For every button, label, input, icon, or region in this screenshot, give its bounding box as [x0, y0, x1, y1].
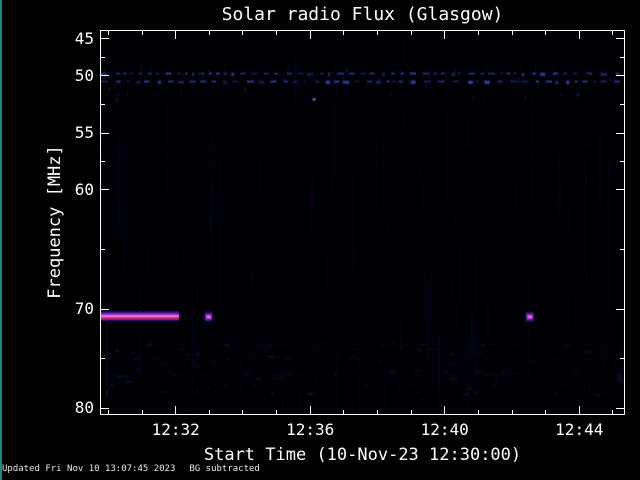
x-minor-tick	[612, 31, 614, 35]
y-major-tick	[616, 132, 624, 134]
x-minor-tick	[410, 31, 412, 35]
x-minor-tick	[410, 410, 412, 414]
y-axis-label: Frequency [MHz]	[45, 145, 65, 299]
y-minor-tick	[620, 249, 624, 251]
y-minor-tick	[620, 161, 624, 163]
x-minor-tick	[208, 31, 210, 35]
y-major-tick	[101, 407, 109, 409]
x-minor-tick	[107, 410, 109, 414]
plot-area	[100, 30, 625, 415]
x-minor-tick	[545, 410, 547, 414]
left-edge-artifact	[0, 0, 2, 480]
x-major-tick	[309, 406, 311, 414]
x-minor-tick	[276, 410, 278, 414]
y-minor-tick	[101, 358, 105, 360]
x-minor-tick	[242, 31, 244, 35]
x-tick-label: 12:44	[555, 420, 604, 439]
y-minor-tick	[101, 249, 105, 251]
y-tick-label: 70	[74, 299, 94, 319]
y-tick-label: 50	[74, 65, 94, 85]
x-minor-tick	[545, 31, 547, 35]
x-minor-tick	[208, 410, 210, 414]
x-major-tick	[175, 31, 177, 39]
y-major-tick	[101, 38, 109, 40]
x-major-tick	[309, 31, 311, 39]
y-minor-tick	[101, 104, 105, 106]
y-major-tick	[101, 132, 109, 134]
y-minor-tick	[620, 104, 624, 106]
x-tick-label: 12:40	[420, 420, 469, 439]
x-major-tick	[175, 406, 177, 414]
x-minor-tick	[477, 410, 479, 414]
y-major-tick	[101, 189, 109, 191]
x-major-tick	[444, 31, 446, 39]
x-minor-tick	[141, 410, 143, 414]
x-tick-label: 12:32	[151, 420, 200, 439]
y-tick-label: 60	[74, 179, 94, 199]
y-minor-tick	[101, 56, 105, 58]
x-axis-label: Start Time (10-Nov-23 12:30:00)	[203, 445, 522, 465]
chart-title: Solar radio Flux (Glasgow)	[221, 4, 504, 25]
x-minor-tick	[242, 410, 244, 414]
y-major-tick	[616, 189, 624, 191]
x-minor-tick	[107, 31, 109, 35]
x-minor-tick	[511, 410, 513, 414]
y-tick-label: 45	[74, 28, 94, 48]
y-tick-label: 80	[74, 398, 94, 418]
x-major-tick	[444, 406, 446, 414]
x-minor-tick	[612, 410, 614, 414]
x-minor-tick	[276, 31, 278, 35]
x-minor-tick	[376, 410, 378, 414]
y-major-tick	[101, 308, 109, 310]
y-major-tick	[616, 38, 624, 40]
y-major-tick	[616, 75, 624, 77]
y-minor-tick	[620, 358, 624, 360]
updated-timestamp: Updated Fri Nov 10 13:07:45 2023	[2, 464, 176, 474]
y-minor-tick	[620, 56, 624, 58]
y-major-tick	[101, 75, 109, 77]
x-minor-tick	[376, 31, 378, 35]
x-major-tick	[578, 31, 580, 39]
x-minor-tick	[343, 31, 345, 35]
y-major-tick	[616, 308, 624, 310]
x-minor-tick	[141, 31, 143, 35]
x-minor-tick	[343, 410, 345, 414]
y-minor-tick	[101, 161, 105, 163]
y-tick-label: 55	[74, 123, 94, 143]
x-minor-tick	[511, 31, 513, 35]
x-major-tick	[578, 406, 580, 414]
x-minor-tick	[477, 31, 479, 35]
spectrogram-canvas	[101, 31, 624, 414]
bg-subtracted-note: BG subtracted	[189, 464, 260, 474]
x-tick-label: 12:36	[286, 420, 335, 439]
y-major-tick	[616, 407, 624, 409]
footer: Updated Fri Nov 10 13:07:45 2023 BG subtr…	[2, 464, 260, 474]
